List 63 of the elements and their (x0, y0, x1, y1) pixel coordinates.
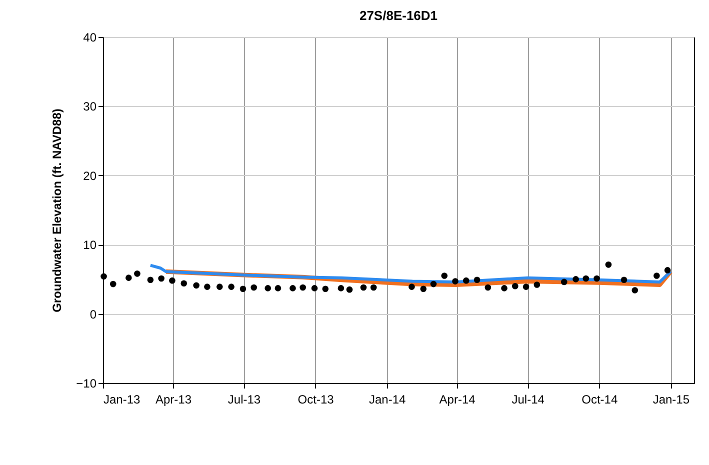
point (408, 284, 415, 290)
point (620, 276, 628, 284)
point (290, 285, 296, 292)
point (360, 284, 367, 291)
line-series (148, 264, 672, 284)
y-tick-label: 10 (83, 238, 97, 252)
point (180, 280, 188, 287)
point (462, 277, 470, 284)
point (664, 267, 671, 274)
point (250, 284, 258, 291)
x-tick-label: Jan-13 (104, 392, 141, 406)
point (430, 280, 437, 288)
point (264, 285, 272, 292)
point (228, 284, 234, 290)
y-tick-label: −10 (76, 376, 97, 390)
point (484, 284, 492, 291)
x-tick-label: Apr-14 (439, 392, 476, 406)
point (572, 276, 579, 282)
point (193, 282, 200, 289)
point (100, 273, 107, 280)
point (216, 284, 223, 290)
point (311, 285, 318, 292)
point (158, 275, 164, 282)
x-tick-label: Jul-14 (512, 392, 545, 406)
point (322, 286, 329, 292)
point (300, 284, 306, 291)
point (204, 284, 210, 290)
point (274, 285, 282, 292)
point (594, 275, 600, 282)
point (346, 286, 353, 293)
point (338, 285, 344, 292)
x-tick-label: Oct-13 (298, 392, 334, 406)
x-tick-label: Oct-14 (582, 392, 618, 406)
point (522, 284, 530, 290)
point (126, 274, 132, 281)
y-tick-label: 30 (83, 100, 97, 114)
point (134, 270, 140, 277)
x-tick-label: Jan-14 (368, 392, 406, 406)
point (632, 287, 638, 294)
y-axis-title: Groundwater Elevation (ft. NAVD88) (50, 108, 64, 312)
point (534, 282, 540, 288)
point (560, 278, 568, 286)
point (474, 276, 480, 284)
y-tick-label: 40 (83, 30, 97, 44)
point (240, 286, 246, 292)
point (420, 286, 427, 292)
point (452, 278, 458, 284)
point (501, 285, 508, 292)
point (605, 262, 612, 268)
point (147, 276, 154, 284)
chart-title: 27S/8E-16D1 (359, 8, 438, 23)
x-tick-label: Jul-13 (228, 392, 261, 406)
point (582, 275, 590, 282)
point (370, 284, 377, 291)
point (169, 277, 176, 284)
x-tick-label: Jan-15 (652, 392, 690, 406)
point (512, 282, 518, 290)
point (110, 280, 116, 288)
point (441, 272, 448, 279)
x-tick-label: Apr-13 (155, 392, 192, 406)
point (654, 272, 660, 279)
y-tick-label: 0 (90, 307, 97, 322)
y-tick-label: 20 (83, 168, 97, 183)
